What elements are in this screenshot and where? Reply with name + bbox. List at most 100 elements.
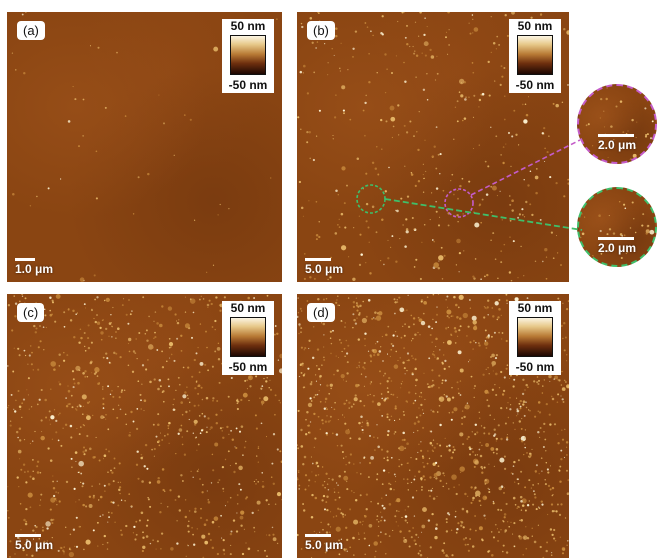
surface-grain: [524, 509, 527, 512]
surface-grain: [99, 515, 102, 518]
surface-grain: [346, 538, 349, 541]
surface-grain: [490, 185, 493, 188]
surface-grain: [216, 552, 220, 556]
surface-grain: [645, 133, 648, 137]
surface-grain: [100, 338, 103, 341]
surface-grain: [353, 463, 355, 465]
surface-grain: [19, 458, 21, 460]
surface-grain: [411, 372, 414, 375]
surface-grain: [454, 342, 457, 344]
surface-grain: [394, 301, 397, 304]
surface-grain: [38, 398, 41, 401]
surface-grain: [415, 533, 418, 536]
surface-grain: [345, 399, 348, 402]
surface-grain: [210, 482, 213, 484]
surface-grain: [420, 300, 423, 303]
surface-grain: [22, 398, 26, 401]
surface-grain: [356, 366, 358, 369]
surface-grain: [549, 528, 553, 531]
surface-grain: [181, 480, 184, 482]
surface-grain: [148, 315, 150, 318]
surface-grain: [483, 514, 486, 517]
surface-grain: [300, 331, 302, 334]
surface-grain: [644, 91, 648, 94]
colorbar-max-label: 50 nm: [517, 301, 553, 315]
surface-grain: [380, 393, 383, 395]
surface-grain: [545, 461, 548, 464]
surface-grain: [548, 413, 551, 416]
surface-grain: [581, 213, 583, 215]
surface-grain: [159, 511, 162, 514]
surface-grain: [485, 336, 488, 339]
surface-grain: [93, 455, 96, 459]
surface-grain: [346, 361, 349, 364]
surface-grain: [413, 431, 415, 433]
surface-grain: [365, 172, 368, 175]
surface-grain: [114, 330, 118, 334]
surface-grain: [637, 189, 640, 191]
surface-grain: [96, 521, 99, 524]
surface-grain: [166, 360, 168, 362]
surface-grain: [310, 400, 313, 402]
surface-grain: [14, 410, 17, 413]
surface-grain: [492, 315, 495, 318]
surface-grain: [27, 470, 29, 473]
surface-grain: [338, 539, 341, 542]
surface-grain: [163, 400, 165, 403]
surface-grain: [364, 515, 367, 518]
surface-grain: [460, 94, 464, 98]
surface-grain: [400, 197, 403, 200]
surface-grain: [189, 298, 196, 304]
surface-grain: [338, 304, 340, 307]
surface-grain: [364, 134, 366, 137]
surface-grain: [307, 431, 310, 434]
surface-grain: [519, 405, 522, 408]
surface-grain: [392, 125, 395, 128]
surface-grain: [402, 361, 405, 364]
surface-grain: [244, 379, 247, 382]
surface-grain: [221, 430, 223, 432]
surface-grain: [172, 403, 174, 406]
surface-grain: [344, 226, 347, 229]
surface-grain: [398, 510, 400, 513]
colorbar-gradient: [517, 317, 553, 357]
surface-grain: [501, 393, 505, 396]
surface-grain: [472, 320, 477, 325]
surface-grain: [439, 349, 441, 351]
surface-grain: [445, 554, 448, 557]
surface-grain: [105, 448, 108, 451]
surface-grain: [170, 346, 172, 348]
surface-grain: [459, 184, 462, 188]
surface-grain: [598, 139, 600, 142]
surface-grain: [433, 354, 436, 357]
surface-grain: [25, 481, 28, 484]
surface-grain: [485, 443, 490, 447]
surface-grain: [413, 228, 416, 231]
surface-grain: [162, 390, 165, 393]
surface-grain: [410, 314, 413, 317]
surface-grain: [645, 232, 648, 235]
surface-grain: [8, 405, 10, 407]
surface-grain: [561, 438, 565, 441]
surface-grain: [297, 444, 299, 446]
surface-grain: [535, 508, 538, 511]
surface-grain: [90, 341, 93, 344]
surface-grain: [152, 423, 155, 426]
surface-grain: [254, 414, 257, 417]
surface-grain: [352, 47, 355, 50]
surface-grain: [180, 474, 183, 477]
surface-grain: [274, 325, 277, 327]
surface-grain: [379, 541, 382, 543]
surface-grain: [300, 371, 303, 374]
surface-grain: [300, 206, 304, 210]
surface-grain: [517, 144, 520, 146]
surface-grain: [21, 416, 23, 419]
surface-grain: [612, 232, 616, 235]
surface-grain: [407, 505, 410, 508]
surface-grain: [524, 443, 526, 445]
surface-grain: [55, 500, 58, 502]
surface-grain: [51, 536, 53, 539]
surface-grain: [434, 79, 437, 81]
surface-grain: [310, 381, 313, 383]
surface-grain: [414, 184, 417, 187]
